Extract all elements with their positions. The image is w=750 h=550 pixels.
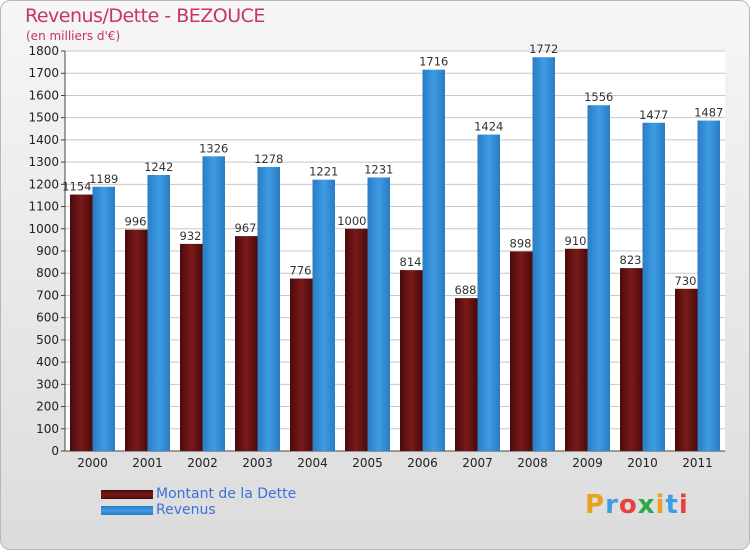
legend-label-dette: Montant de la Dette — [156, 486, 297, 502]
y-tick-label: 1100 — [28, 200, 59, 214]
y-tick-label: 0 — [51, 444, 59, 458]
y-tick-label: 1500 — [28, 111, 59, 125]
bar-dette — [180, 243, 203, 451]
x-tick-label: 2010 — [627, 456, 658, 470]
y-tick-label: 800 — [36, 266, 59, 280]
y-tick-label: 100 — [36, 422, 59, 436]
bar-dette — [510, 251, 533, 451]
y-tick-label: 1000 — [28, 222, 59, 236]
bar-dette — [620, 268, 643, 451]
data-label-revenus: 1556 — [584, 90, 613, 104]
x-tick-label: 2001 — [132, 456, 163, 470]
bar-revenus — [92, 186, 115, 451]
y-tick-label: 600 — [36, 311, 59, 325]
data-label-revenus: 1772 — [529, 42, 558, 56]
y-tick-label: 1200 — [28, 177, 59, 191]
bar-revenus — [312, 179, 335, 451]
logo-letter: o — [618, 490, 638, 520]
data-label-revenus: 1221 — [309, 165, 338, 179]
logo-letter: t — [665, 490, 679, 520]
data-label-dette: 898 — [510, 236, 532, 250]
x-tick-label: 2005 — [352, 456, 383, 470]
x-tick-label: 2002 — [187, 456, 218, 470]
data-label-dette: 967 — [235, 221, 257, 235]
legend-swatch-revenus — [101, 506, 153, 515]
bar-revenus — [642, 122, 665, 452]
data-label-revenus: 1231 — [364, 162, 393, 176]
bar-dette — [290, 278, 313, 451]
y-tick-label: 900 — [36, 244, 59, 258]
logo-letter: x — [637, 490, 656, 520]
bar-layer — [70, 57, 720, 452]
bar-dette — [565, 248, 588, 451]
data-label-revenus: 1242 — [144, 160, 173, 174]
y-tick-label: 1700 — [28, 66, 59, 80]
y-tick-label: 1400 — [28, 133, 59, 147]
logo-letter: i — [678, 490, 689, 520]
proxiti-logo: Proxiti — [585, 490, 689, 520]
data-label-revenus: 1326 — [199, 141, 228, 155]
bar-revenus — [147, 175, 170, 451]
grid-layer — [65, 50, 725, 452]
axis-layer: 0 100 200 300 400 500 600 700 800 900 1000 1100 1200… — [28, 44, 725, 470]
bar-dette — [345, 228, 368, 451]
x-tick-label: 2008 — [517, 456, 548, 470]
legend-label-revenus: Revenus — [156, 502, 216, 518]
data-label-revenus: 1424 — [474, 120, 503, 134]
x-tick-label: 2011 — [682, 456, 713, 470]
legend-swatch-dette — [101, 490, 153, 499]
data-label-revenus: 1487 — [694, 106, 723, 120]
data-label-dette: 1000 — [337, 214, 366, 228]
data-label-dette: 932 — [180, 229, 202, 243]
data-label-dette: 688 — [455, 283, 477, 297]
data-label-revenus: 1477 — [639, 108, 668, 122]
bar-revenus — [697, 120, 720, 452]
chart-subtitle: (en milliers d'€) — [26, 29, 121, 43]
bar-revenus — [257, 167, 280, 451]
x-tick-label: 2009 — [572, 456, 603, 470]
y-tick-label: 1800 — [28, 44, 59, 58]
chart-title: Revenus/Dette - BEZOUCE — [25, 5, 265, 27]
x-tick-label: 2006 — [407, 456, 438, 470]
logo-letter: i — [655, 490, 666, 520]
bar-dette — [235, 236, 258, 451]
data-label-dette: 776 — [290, 264, 312, 278]
bar-dette — [400, 270, 423, 451]
y-tick-label: 400 — [36, 355, 59, 369]
y-tick-label: 500 — [36, 333, 59, 347]
bar-revenus — [367, 177, 390, 451]
x-tick-label: 2000 — [77, 456, 108, 470]
data-label-dette: 996 — [125, 215, 147, 229]
bar-dette — [455, 298, 478, 451]
data-label-dette: 910 — [565, 234, 587, 248]
y-tick-label: 200 — [36, 400, 59, 414]
bar-revenus — [477, 134, 500, 452]
x-tick-label: 2007 — [462, 456, 493, 470]
logo-letter: r — [605, 490, 619, 520]
logo-letter: P — [585, 490, 606, 520]
data-label-revenus: 1716 — [419, 55, 448, 69]
y-tick-label: 1600 — [28, 88, 59, 102]
data-label-dette: 814 — [400, 255, 422, 269]
bar-revenus — [587, 105, 610, 451]
data-label-revenus: 1278 — [254, 152, 283, 166]
bar-revenus — [202, 156, 225, 452]
data-label-dette: 1154 — [62, 180, 91, 194]
x-tick-label: 2003 — [242, 456, 273, 470]
data-label-dette: 823 — [620, 253, 642, 267]
y-tick-label: 1300 — [28, 155, 59, 169]
x-tick-label: 2004 — [297, 456, 328, 470]
bar-revenus — [422, 69, 445, 452]
data-label-revenus: 1189 — [89, 172, 118, 186]
y-tick-label: 700 — [36, 288, 59, 302]
y-tick-label: 300 — [36, 377, 59, 391]
bar-dette — [70, 194, 93, 452]
data-label-dette: 730 — [675, 274, 697, 288]
bar-dette — [675, 288, 698, 451]
bar-dette — [125, 229, 148, 451]
bar-revenus — [532, 57, 555, 451]
